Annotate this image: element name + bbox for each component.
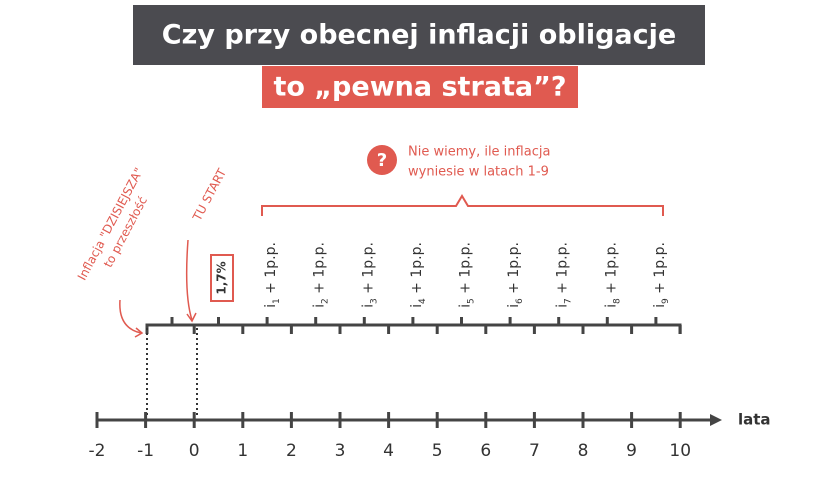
rate-sub: 6 [515, 298, 525, 304]
question-mark: ? [377, 150, 387, 171]
rate-label: i8 + 1p.p. [603, 242, 622, 308]
brace [261, 194, 664, 216]
rate-rest: + 1p.p. [360, 242, 376, 298]
rate-base: i [506, 304, 522, 308]
arrow [119, 299, 142, 334]
rate-label: i6 + 1p.p. [506, 242, 525, 308]
rate-sub: 8 [612, 298, 622, 304]
title-line: to „pewna strata”? [273, 72, 566, 103]
start-note: TU START [190, 166, 230, 224]
past-note: Inflacja "DZISIEJSZA" to przeszłość [75, 165, 150, 282]
axis-tick-label: 10 [669, 441, 691, 461]
rate-sub: 2 [320, 298, 330, 304]
axis-arrow [710, 414, 722, 426]
axis-tick-label: 3 [335, 441, 346, 461]
axis-tick-label: 2 [286, 441, 297, 461]
upper-bar [145, 323, 682, 334]
rate-rest: + 1p.p. [263, 242, 279, 298]
rate-rest: + 1p.p. [506, 242, 522, 298]
rate-sub: 4 [417, 298, 427, 304]
arrow-head [134, 327, 144, 338]
rate-rest: + 1p.p. [652, 242, 668, 298]
rate-base: i [360, 304, 376, 308]
rate-box [210, 254, 234, 302]
rate-rest: + 1p.p. [409, 242, 425, 298]
rate-label: i3 + 1p.p. [360, 242, 379, 308]
rate-base: i [555, 304, 571, 308]
axis-tick-label: 6 [480, 441, 491, 461]
question-text: wyniesie w latach 1-9 [408, 165, 549, 180]
arrow [185, 239, 193, 321]
title-box [133, 5, 705, 65]
first-rate: 1,7% [215, 261, 229, 294]
rate-label: i4 + 1p.p. [409, 242, 428, 308]
axis-tick-label: -2 [89, 441, 106, 461]
axis-tick-label: 8 [578, 441, 589, 461]
axis-tick-label: 7 [529, 441, 540, 461]
title-box-red [262, 66, 578, 108]
rate-rest: + 1p.p. [458, 242, 474, 298]
rate-label: i1 + 1p.p. [263, 242, 282, 308]
rate-sub: 5 [466, 298, 476, 304]
rate-sub: 9 [660, 298, 670, 304]
rate-sub: 3 [369, 298, 379, 304]
axis-tick-label: 9 [626, 441, 637, 461]
rate-rest: + 1p.p. [312, 242, 328, 298]
rate-base: i [263, 304, 279, 308]
question-icon [367, 145, 397, 175]
question-text: Nie wiemy, ile inflacja [408, 145, 550, 160]
axis-tick-label: 0 [189, 441, 200, 461]
rate-sub: 7 [563, 298, 573, 304]
arrow-head [186, 312, 197, 323]
axis-tick-label: 1 [237, 441, 248, 461]
title-line: Czy przy obecnej inflacji obligacje [162, 20, 676, 51]
rate-label: i7 + 1p.p. [555, 242, 574, 308]
rate-base: i [458, 304, 474, 308]
rate-rest: + 1p.p. [555, 242, 571, 298]
rate-rest: + 1p.p. [603, 242, 619, 298]
rate-label: i2 + 1p.p. [312, 242, 331, 308]
axis-tick-label: 4 [383, 441, 394, 461]
rate-label: i5 + 1p.p. [458, 242, 477, 308]
rate-label: i9 + 1p.p. [652, 242, 671, 308]
axis-label: lata [738, 411, 771, 429]
axis-tick-label: 5 [432, 441, 443, 461]
rate-base: i [312, 304, 328, 308]
axis-tick-label: -1 [137, 441, 154, 461]
rate-base: i [603, 304, 619, 308]
rate-base: i [652, 304, 668, 308]
rate-sub: 1 [272, 298, 282, 304]
rate-base: i [409, 304, 425, 308]
